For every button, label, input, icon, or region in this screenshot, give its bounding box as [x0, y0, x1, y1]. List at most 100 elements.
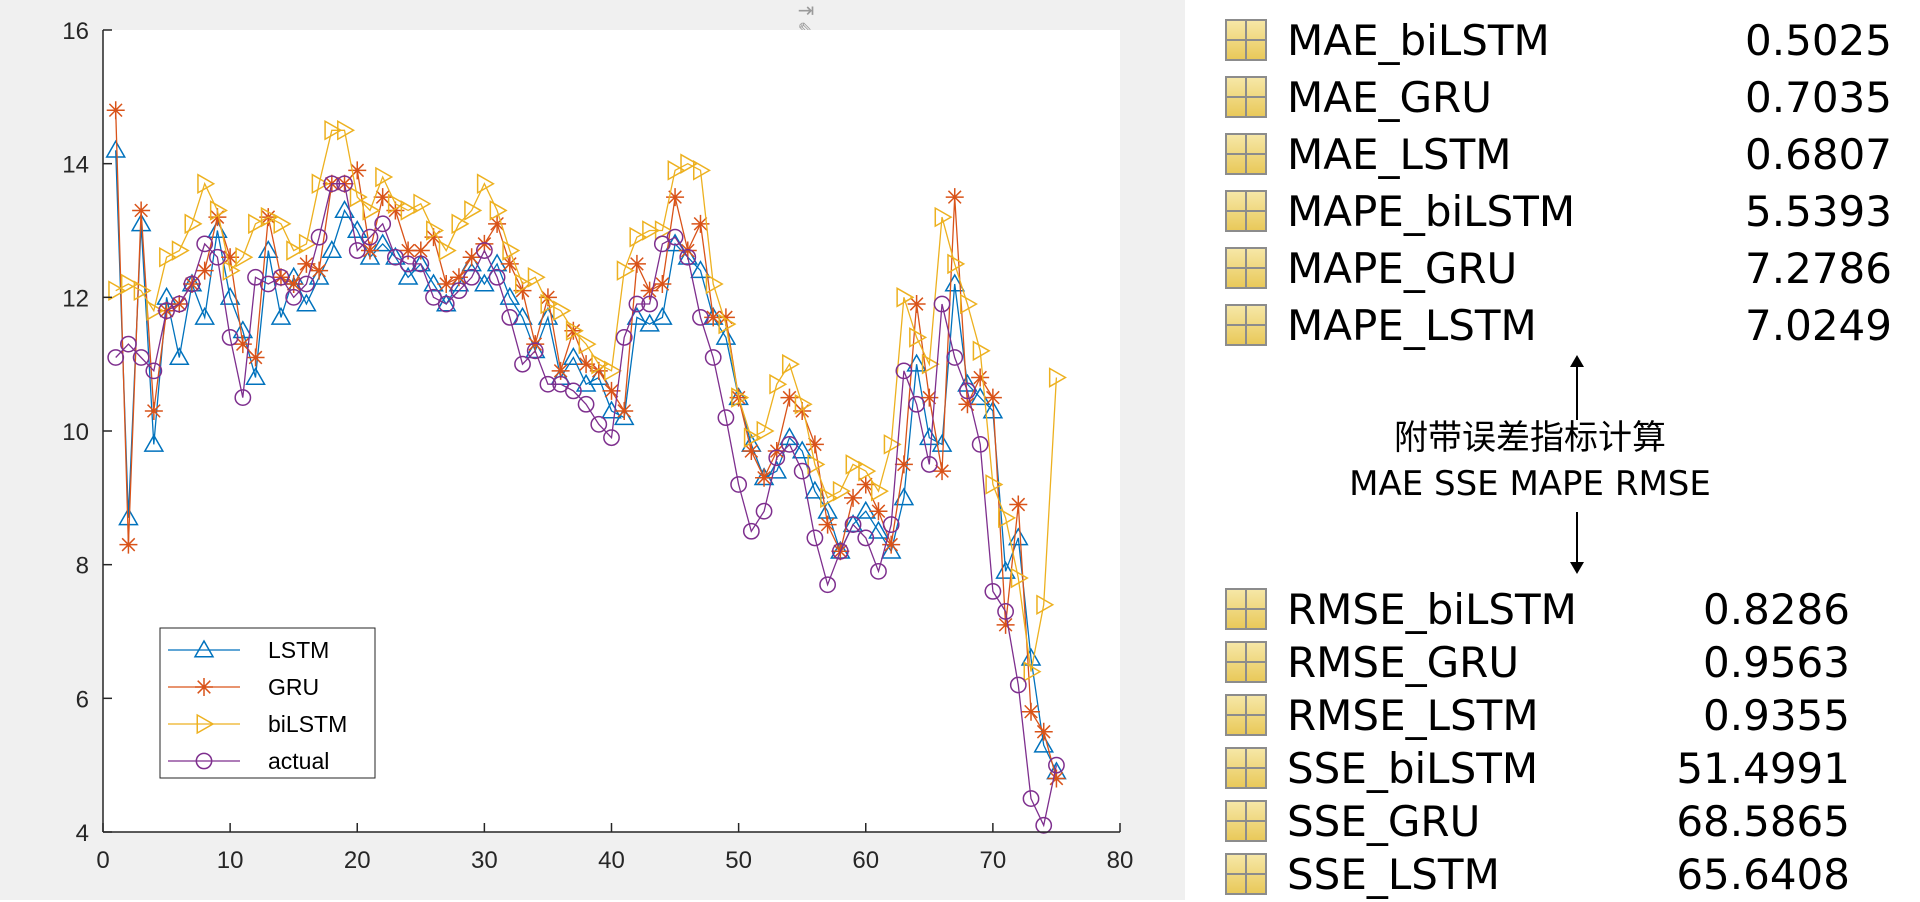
- data-point: [500, 254, 519, 273]
- data-point: [781, 353, 800, 375]
- matrix-variable-icon: [1225, 853, 1267, 895]
- y-tick-label: 6: [76, 686, 89, 713]
- data-point: [475, 234, 494, 253]
- data-point: [565, 320, 584, 342]
- data-point: [285, 288, 303, 306]
- workspace-row[interactable]: MAE_biLSTM 0.5025: [1185, 14, 1920, 68]
- data-point: [489, 200, 508, 221]
- data-point: [857, 529, 875, 547]
- y-tick-label: 10: [62, 419, 89, 446]
- data-point: [1020, 647, 1042, 666]
- data-point: [1022, 702, 1041, 721]
- data-point: [995, 560, 1016, 579]
- legend-marker: [195, 678, 213, 696]
- data-point: [627, 254, 646, 273]
- data-point: [1009, 495, 1028, 514]
- data-point: [1022, 790, 1040, 807]
- data-point: [437, 295, 455, 313]
- data-point: [120, 273, 139, 295]
- x-tick-label: 70: [980, 847, 1007, 874]
- data-point: [756, 420, 775, 442]
- data-point: [539, 375, 557, 393]
- variable-name: MAPE_LSTM: [1287, 301, 1537, 350]
- x-tick-label: 50: [725, 847, 752, 874]
- data-point: [704, 349, 722, 366]
- data-point: [820, 487, 839, 509]
- data-point: [412, 255, 430, 273]
- data-point: [170, 295, 188, 313]
- data-point: [628, 295, 646, 313]
- data-point: [616, 260, 635, 281]
- matrix-variable-icon: [1225, 588, 1267, 630]
- data-point: [311, 173, 330, 195]
- workspace-row[interactable]: RMSE_biLSTM 0.8286: [1185, 583, 1920, 636]
- data-point: [755, 468, 774, 487]
- data-point: [869, 502, 888, 521]
- data-point: [449, 268, 468, 287]
- data-point: [349, 186, 368, 208]
- workspace-row[interactable]: RMSE_LSTM 0.9355: [1185, 689, 1920, 742]
- data-point: [781, 435, 798, 453]
- data-point: [257, 240, 279, 259]
- data-point: [399, 255, 417, 273]
- workspace-row[interactable]: MAE_GRU 0.7035: [1185, 71, 1920, 125]
- workspace-row[interactable]: MAPE_LSTM 7.0249: [1185, 299, 1920, 353]
- data-point: [704, 308, 723, 327]
- data-point: [959, 382, 976, 400]
- data-point: [998, 507, 1017, 529]
- data-point: [424, 228, 443, 247]
- data-point: [171, 240, 190, 261]
- data-point: [196, 235, 214, 253]
- data-point: [310, 228, 328, 246]
- workspace-row[interactable]: MAPE_GRU 7.2786: [1185, 242, 1920, 296]
- variable-name: RMSE_biLSTM: [1287, 585, 1577, 634]
- data-point: [578, 333, 597, 355]
- x-tick-label: 80: [1107, 847, 1134, 874]
- data-point: [1047, 769, 1066, 788]
- data-point: [233, 335, 252, 354]
- y-tick-label: 14: [62, 152, 89, 179]
- legend-marker: [195, 752, 213, 770]
- arrow-down-icon: [1570, 562, 1584, 574]
- data-point: [666, 228, 684, 246]
- data-point: [426, 220, 445, 241]
- data-point: [920, 388, 939, 407]
- data-point: [716, 308, 735, 327]
- data-point: [221, 248, 240, 267]
- variable-name: SSE_LSTM: [1287, 850, 1500, 899]
- data-point: [591, 353, 610, 375]
- legend-marker: [193, 639, 215, 658]
- data-point: [768, 449, 786, 467]
- data-point: [537, 306, 559, 325]
- data-point: [804, 480, 826, 499]
- workspace-row[interactable]: RMSE_GRU 0.9563: [1185, 636, 1920, 689]
- data-point: [1023, 661, 1042, 682]
- data-point: [909, 327, 928, 348]
- data-point: [337, 119, 356, 141]
- data-point: [209, 248, 226, 266]
- data-point: [780, 388, 799, 407]
- arrow-down-line: [1576, 512, 1578, 562]
- workspace-row[interactable]: SSE_LSTM 65.6408: [1185, 848, 1920, 901]
- data-point: [208, 208, 227, 227]
- workspace-row[interactable]: MAE_LSTM 0.6807: [1185, 128, 1920, 182]
- data-point: [260, 206, 279, 228]
- data-point: [272, 268, 290, 286]
- data-point: [933, 462, 952, 481]
- data-point: [423, 273, 444, 292]
- workspace-row[interactable]: SSE_GRU 68.5865: [1185, 795, 1920, 848]
- workspace-row[interactable]: SSE_biLSTM 51.4991: [1185, 742, 1920, 795]
- data-point: [971, 368, 990, 387]
- data-point: [819, 576, 837, 594]
- data-point: [947, 253, 966, 275]
- variable-value: 5.5393: [1745, 187, 1892, 236]
- data-point: [235, 246, 254, 268]
- data-point: [245, 367, 266, 386]
- x-tick-label: 60: [852, 847, 879, 874]
- data-point: [870, 562, 887, 580]
- data-point: [107, 349, 125, 366]
- data-point: [666, 188, 685, 207]
- workspace-row[interactable]: MAPE_biLSTM 5.5393: [1185, 185, 1920, 239]
- data-point: [604, 360, 623, 382]
- data-point: [1034, 722, 1053, 741]
